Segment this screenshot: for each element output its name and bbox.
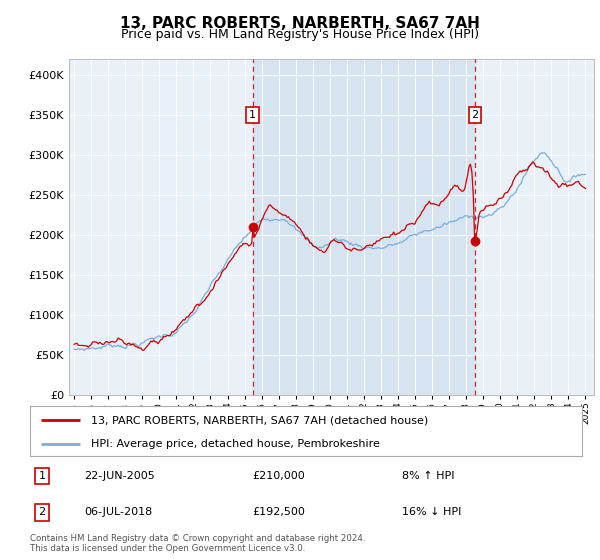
Text: 2: 2	[471, 110, 478, 120]
Text: Price paid vs. HM Land Registry's House Price Index (HPI): Price paid vs. HM Land Registry's House …	[121, 28, 479, 41]
Text: HPI: Average price, detached house, Pembrokeshire: HPI: Average price, detached house, Pemb…	[91, 439, 380, 449]
Text: £192,500: £192,500	[252, 507, 305, 517]
Text: 16% ↓ HPI: 16% ↓ HPI	[402, 507, 461, 517]
Text: 2: 2	[38, 507, 46, 517]
Text: 06-JUL-2018: 06-JUL-2018	[84, 507, 152, 517]
Text: 13, PARC ROBERTS, NARBERTH, SA67 7AH (detached house): 13, PARC ROBERTS, NARBERTH, SA67 7AH (de…	[91, 415, 428, 425]
Text: £210,000: £210,000	[252, 471, 305, 481]
Text: 1: 1	[38, 471, 46, 481]
Bar	[253, 59, 475, 395]
Text: 13, PARC ROBERTS, NARBERTH, SA67 7AH: 13, PARC ROBERTS, NARBERTH, SA67 7AH	[120, 16, 480, 31]
Text: 1: 1	[249, 110, 256, 120]
Text: 8% ↑ HPI: 8% ↑ HPI	[402, 471, 455, 481]
Text: 22-JUN-2005: 22-JUN-2005	[84, 471, 155, 481]
Text: Contains HM Land Registry data © Crown copyright and database right 2024.
This d: Contains HM Land Registry data © Crown c…	[30, 534, 365, 553]
